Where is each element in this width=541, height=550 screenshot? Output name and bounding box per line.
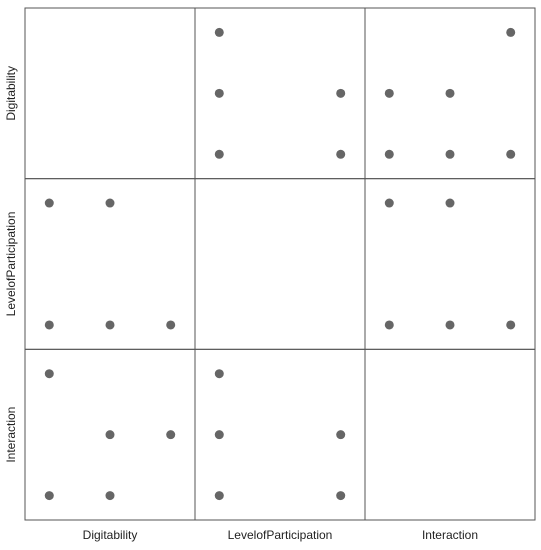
panel-frame [194, 178, 366, 350]
y-axis-label: Interaction [4, 407, 18, 463]
point [44, 369, 54, 379]
point [105, 320, 115, 330]
point [44, 491, 54, 501]
point [336, 491, 346, 501]
point [336, 88, 346, 98]
point [214, 369, 224, 379]
point [384, 320, 394, 330]
point [384, 198, 394, 208]
point [214, 27, 224, 37]
x-axis-label: Interaction [422, 528, 478, 542]
point [105, 430, 115, 440]
panel-frame [24, 7, 196, 180]
point [105, 491, 115, 501]
point [384, 88, 394, 98]
x-axis-label: Digitability [83, 528, 138, 542]
y-axis-label: LevelofParticipation [4, 212, 18, 317]
point [214, 149, 224, 159]
point [445, 149, 455, 159]
point [445, 88, 455, 98]
point [384, 149, 394, 159]
point [336, 149, 346, 159]
point [214, 88, 224, 98]
x-axis-label: LevelofParticipation [228, 528, 333, 542]
point [214, 430, 224, 440]
point [166, 430, 176, 440]
point [44, 198, 54, 208]
point [506, 320, 516, 330]
point [105, 198, 115, 208]
point [336, 430, 346, 440]
point [214, 491, 224, 501]
point [166, 320, 176, 330]
panel-frame [364, 348, 536, 521]
y-axis-label: Digitability [4, 66, 18, 121]
point [445, 320, 455, 330]
point [44, 320, 54, 330]
point [445, 198, 455, 208]
point [506, 149, 516, 159]
point [506, 27, 516, 37]
